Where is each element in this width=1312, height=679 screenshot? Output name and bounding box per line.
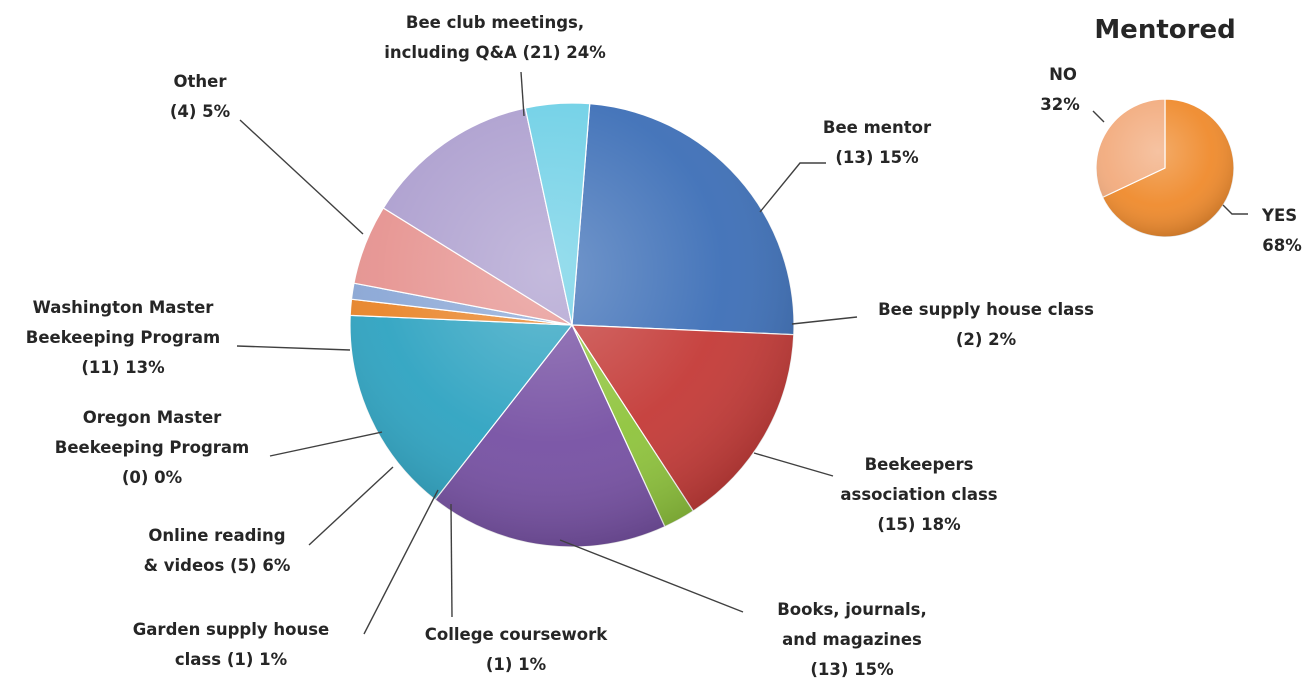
mentored-yes-label-line: YES — [1261, 206, 1297, 225]
main-college-coursework-label-line: (1) 1% — [486, 655, 547, 674]
main-washington-master-leader-line — [236, 345, 351, 351]
main-online-reading-label-line: Online reading — [148, 526, 285, 545]
main-beekeepers-leader-line — [753, 452, 834, 477]
main-bee-mentor-label-line: Bee mentor — [823, 118, 932, 137]
main-garden-supply-house-label: Garden supply house class (1) 1% — [133, 620, 330, 669]
main-pie-labels: Bee club meetings, including Q&A (21) 24%… — [26, 13, 1094, 679]
mentored-chart-title: Mentored — [1094, 15, 1235, 45]
main-bee-mentor-label: Bee mentor (13) 15% — [823, 118, 932, 167]
main-bee-club-meetings-label: Bee club meetings, including Q&A (21) 24% — [384, 13, 606, 62]
main-garden-supply-house-label-line: class (1) 1% — [175, 650, 288, 669]
main-other-label-line: Other — [174, 72, 228, 91]
main-bee-mentor-label-line: (13) 15% — [835, 148, 919, 167]
mentored-pie-leader-lines — [1092, 110, 1248, 215]
main-washington-master-label-line: Washington Master — [33, 298, 215, 317]
main-beekeepers-label-line: Beekeepers — [865, 455, 974, 474]
main-washington-master-label-line: Beekeeping Program — [26, 328, 220, 347]
main-washington-master-label: Washington Master Beekeeping Program (11) … — [26, 298, 220, 377]
main-beekeepers-label-line: association class — [840, 485, 997, 504]
main-washington-master-label-line: (11) 13% — [81, 358, 165, 377]
main-garden-supply-house-leader-line — [363, 489, 439, 635]
main-college-coursework-label-line: College coursework — [425, 625, 608, 644]
main-beekeepers-label: Beekeepers association class (15) 18% — [840, 455, 997, 534]
main-garden-supply-house-label-line: Garden supply house — [133, 620, 330, 639]
main-bee-club-meetings-leader-line — [520, 71, 525, 117]
main-books-journals-label-line: (13) 15% — [810, 660, 894, 679]
main-college-coursework-leader-line — [450, 503, 453, 618]
main-books-journals-leader-line — [559, 539, 744, 613]
main-bee-supply-house-class-leader-line — [791, 316, 858, 325]
main-other-label-line: (4) 5% — [170, 102, 231, 121]
main-bee-supply-house-class-label: Bee supply house class (2) 2% — [878, 300, 1094, 349]
main-oregon-master-leader-line — [269, 431, 383, 457]
main-online-reading-label-line: & videos (5) 6% — [144, 556, 291, 575]
main-bee-club-meetings-slice — [571, 103, 795, 336]
mentored-yes-label: YES 68% — [1261, 206, 1302, 255]
main-beekeepers-label-line: (15) 18% — [877, 515, 961, 534]
main-oregon-master-label-line: (0) 0% — [122, 468, 183, 487]
main-bee-supply-house-class-label-line: Bee supply house class — [878, 300, 1094, 319]
mentored-no-label-line: NO — [1049, 65, 1077, 84]
mentored-no-label: NO 32% — [1040, 65, 1080, 114]
main-bee-supply-house-class-label-line: (2) 2% — [956, 330, 1017, 349]
main-other-leader-line — [239, 119, 364, 235]
main-bee-mentor-leader-line — [759, 162, 826, 213]
main-books-journals-label-line: and magazines — [782, 630, 922, 649]
main-online-reading-leader-line — [308, 466, 394, 546]
main-pie-leader-lines — [236, 71, 858, 635]
mentored-no-label-line: 32% — [1040, 95, 1080, 114]
main-books-journals-label: Books, journals, and magazines (13) 15% — [777, 600, 927, 679]
main-other-label: Other (4) 5% — [170, 72, 231, 121]
mentored-yes-label-line: 68% — [1262, 236, 1302, 255]
main-books-journals-label-line: Books, journals, — [777, 600, 927, 619]
main-pie-chart — [349, 102, 795, 548]
main-bee-club-meetings-label-line: Bee club meetings, — [406, 13, 584, 32]
main-oregon-master-label-line: Beekeeping Program — [55, 438, 249, 457]
main-bee-club-meetings-label-line: including Q&A (21) 24% — [384, 43, 606, 62]
main-online-reading-label: Online reading & videos (5) 6% — [144, 526, 291, 575]
mentored-no-leader-line — [1092, 110, 1105, 123]
mentored-pie-labels: YES 68% NO 32% — [1040, 65, 1302, 255]
main-oregon-master-label: Oregon Master Beekeeping Program (0) 0% — [55, 408, 249, 487]
main-college-coursework-label: College coursework (1) 1% — [425, 625, 608, 674]
mentored-pie-chart — [1095, 98, 1235, 238]
mentored-yes-leader-line — [1222, 204, 1248, 215]
main-oregon-master-label-line: Oregon Master — [83, 408, 222, 427]
